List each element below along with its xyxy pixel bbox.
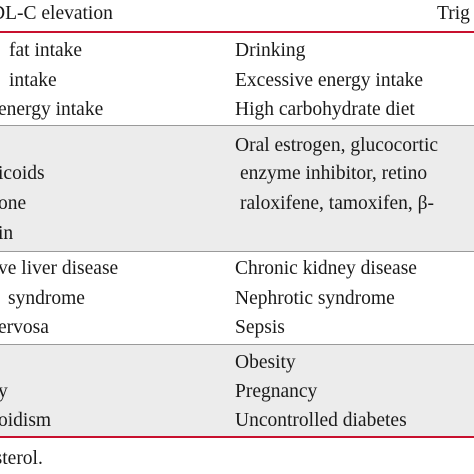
column-header-triglyceride: Trig [437, 3, 470, 24]
table-row-group-diet: fat intake intake energy intake Drinking… [0, 33, 474, 126]
column-header-ldl-c-elevation: DL-C elevation [0, 3, 113, 24]
table-cell: in [0, 223, 14, 244]
table-cell: Sepsis [235, 317, 285, 338]
table-cell: syndrome [8, 288, 85, 309]
table-cell: Nephrotic syndrome [235, 288, 395, 309]
table-cell: Excessive energy intake [235, 70, 424, 91]
table-cell: y [0, 381, 8, 402]
table-cell: oidism [0, 410, 52, 431]
table-row-group-drugs: icoids one in Oral estrogen, glucocortic… [0, 126, 474, 252]
table-cell: icoids [0, 163, 45, 184]
table-cell: ve liver disease [0, 258, 119, 279]
table-row-group-other: y oidism Obesity Pregnancy Uncontrolled … [0, 345, 474, 438]
table-cell: Pregnancy [235, 381, 318, 402]
table-cell: High carbohydrate diet [235, 99, 415, 120]
table-cell: Oral estrogen, glucocortic [235, 135, 439, 156]
table-row-group-diseases: ve liver disease syndrome ervosa Chronic… [0, 252, 474, 345]
table-cell: raloxifene, tamoxifen, β- [240, 193, 435, 214]
table-header: DL-C elevation Trig [0, 0, 474, 33]
table-cell: enzyme inhibitor, retino [240, 163, 428, 184]
table-cell: Drinking [235, 40, 306, 61]
table-cell: ervosa [0, 317, 49, 338]
table-cell: Obesity [235, 352, 296, 373]
table-cell: energy intake [0, 99, 104, 120]
table-cell: intake [9, 70, 57, 91]
table-cell: one [0, 193, 27, 214]
table-cell: Uncontrolled diabetes [235, 410, 407, 431]
table-cell: fat intake [9, 40, 83, 61]
table-cell: Chronic kidney disease [235, 258, 417, 279]
